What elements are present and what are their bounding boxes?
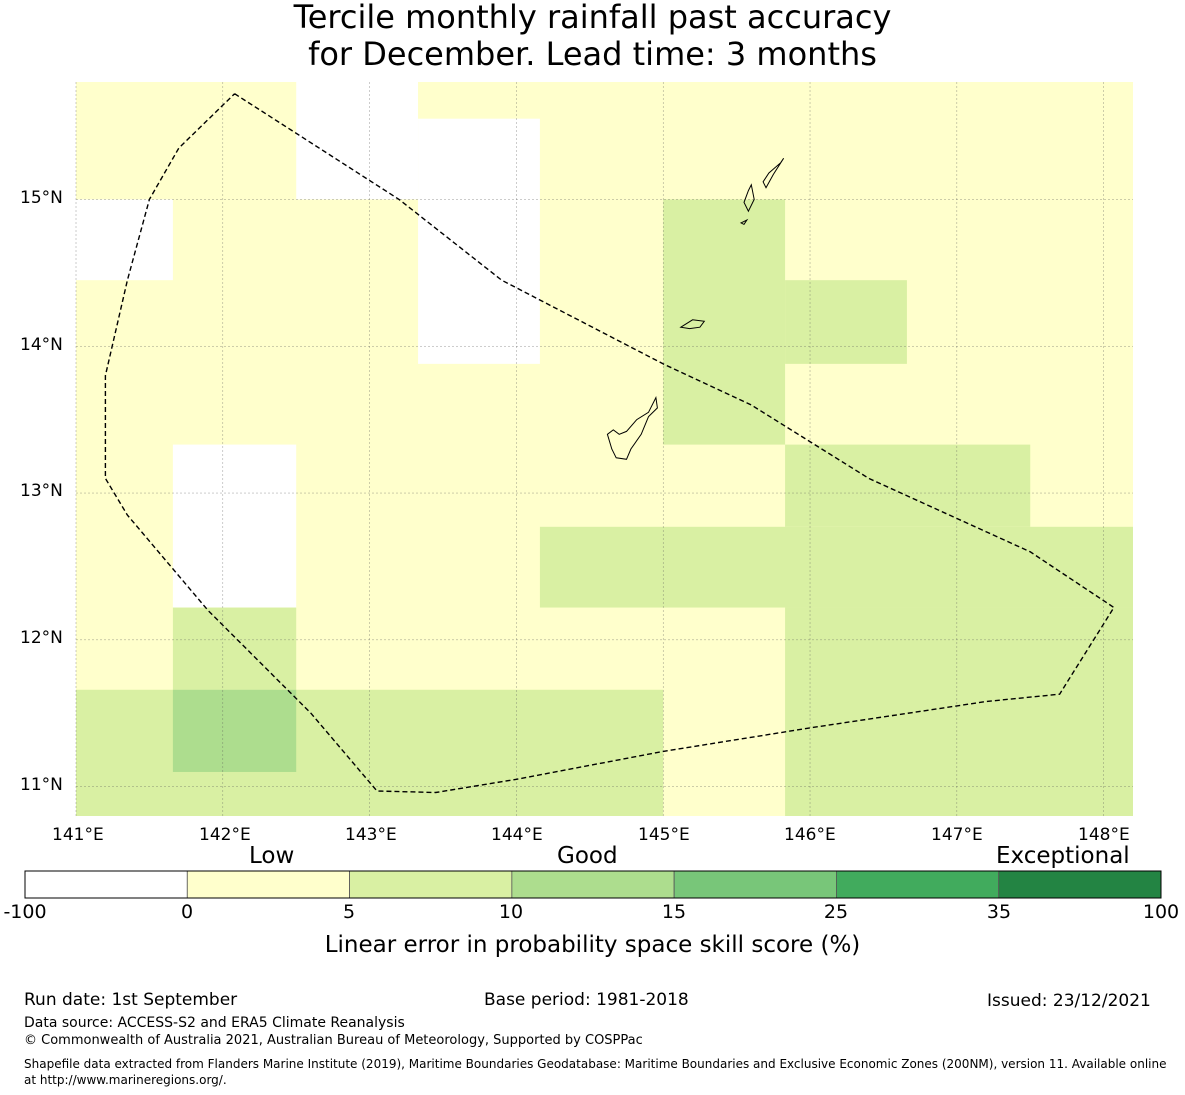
colorbar-swatch: [673, 870, 837, 899]
skill-cell: [785, 607, 1133, 816]
colorbar-outline: [24, 870, 1162, 899]
base-period: Base period: 1981-2018: [484, 990, 689, 1010]
lon-tick-label: 147°E: [931, 825, 983, 845]
skill-cell: [539, 526, 1133, 608]
skill-cell: [172, 607, 297, 690]
colorbar-tick-label: 5: [342, 901, 356, 923]
colorbar-tick-label: 15: [661, 901, 687, 923]
island-rota: [679, 319, 706, 330]
colorbar-word-low: Low: [249, 843, 295, 869]
island-saipan: [762, 158, 785, 189]
lon-tick-label: 142°E: [199, 825, 251, 845]
lon-tick-label: 148°E: [1078, 825, 1130, 845]
skill-cell: [172, 444, 297, 608]
lon-tick-label: 141°E: [52, 825, 104, 845]
colorbar-tick-label: -100: [3, 901, 47, 923]
colorbar-tick-label: 35: [986, 901, 1012, 923]
lat-tick-label: 12°N: [20, 628, 63, 648]
colorbar-word-exceptional: Exceptional: [996, 843, 1130, 869]
lat-tick-label: 14°N: [20, 335, 63, 355]
skill-cell: [296, 82, 419, 200]
lon-tick-label: 146°E: [784, 825, 836, 845]
skill-cell: [418, 82, 1133, 119]
colorbar-swatch: [998, 870, 1162, 899]
colorbar-layer: [24, 870, 1162, 899]
eez-boundary: [104, 93, 1115, 794]
colorbar-swatch: [511, 870, 675, 899]
skill-cells-layer: [76, 82, 1133, 816]
islands-layer: [606, 158, 785, 460]
skill-cell: [418, 118, 540, 364]
lon-tick-label: 144°E: [491, 825, 543, 845]
graticule-layer: [75, 82, 1133, 816]
copyright-notice: © Commonwealth of Australia 2021, Austra…: [24, 1033, 643, 1048]
colorbar-swatch: [186, 870, 350, 899]
lon-tick-label: 143°E: [345, 825, 397, 845]
colorbar-swatch: [836, 870, 1000, 899]
shapefile-credit-line-1: Shapefile data extracted from Flanders M…: [24, 1057, 1167, 1071]
run-date: Run date: 1st September: [24, 990, 238, 1010]
skill-cell: [172, 689, 297, 772]
colorbar-tick-label: 0: [180, 901, 194, 923]
colorbar-tick-label: 25: [823, 901, 849, 923]
lon-tick-label: 145°E: [638, 825, 690, 845]
colorbar-swatch: [349, 870, 513, 899]
colorbar-tick-label: 10: [498, 901, 524, 923]
lat-tick-label: 13°N: [20, 481, 63, 501]
skill-cell: [785, 280, 907, 364]
skill-cell: [76, 199, 173, 281]
skill-cell: [785, 444, 1031, 527]
colorbar-title: Linear error in probability space skill …: [324, 932, 861, 958]
data-source: Data source: ACCESS-S2 and ERA5 Climate …: [24, 1015, 405, 1031]
chart-title-line-1: Tercile monthly rainfall past accuracy: [293, 0, 892, 36]
lat-tick-label: 15°N: [20, 188, 63, 208]
island-aguijan: [739, 218, 749, 226]
colorbar-tick-label: 100: [1142, 901, 1180, 923]
issued-date: Issued: 23/12/2021: [987, 991, 1151, 1011]
island-guam: [606, 395, 658, 460]
chart-title-line-2: for December. Lead time: 3 months: [308, 35, 877, 73]
colorbar-word-good: Good: [557, 843, 618, 869]
colorbar-swatch: [24, 870, 188, 899]
skill-cell: [76, 82, 297, 200]
shapefile-credit-line-2: at http://www.marineregions.org/.: [24, 1073, 227, 1087]
lat-tick-label: 11°N: [20, 775, 63, 795]
skill-cell: [76, 689, 664, 816]
island-tinian: [743, 183, 755, 213]
skill-cell: [663, 199, 786, 445]
